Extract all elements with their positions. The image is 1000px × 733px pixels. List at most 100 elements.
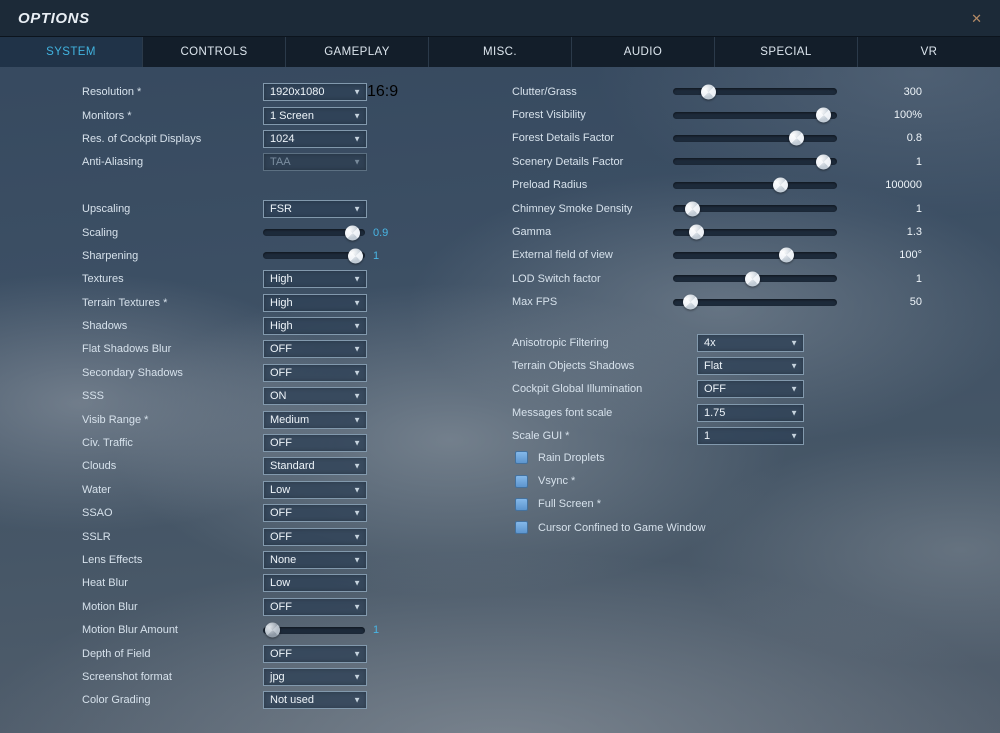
civ-traffic-dropdown[interactable]: OFF ▼: [263, 434, 367, 453]
heat-blur-dropdown[interactable]: Low ▼: [263, 574, 367, 593]
setting-row-anti-aliasing: Anti-Aliasing TAA ▼: [82, 151, 502, 174]
lens-effects-dropdown[interactable]: None ▼: [263, 551, 367, 569]
depth-of-field-dropdown[interactable]: OFF ▼: [263, 644, 367, 663]
res-of-cockpit-displays-dropdown[interactable]: 1024 ▼: [263, 129, 367, 148]
forest-visibility-slider[interactable]: [673, 107, 837, 123]
sslr-dropdown[interactable]: OFF ▼: [263, 527, 367, 546]
chevron-down-icon: ▼: [790, 338, 798, 348]
scaling-slider[interactable]: [263, 225, 365, 241]
secondary-shadows-dropdown[interactable]: OFF ▼: [263, 363, 367, 382]
tab-system[interactable]: SYSTEM: [0, 37, 143, 67]
messages-font-scale-dropdown[interactable]: 1.75 ▼: [697, 403, 804, 422]
cockpit-global-illumination-dropdown[interactable]: OFF ▼: [697, 380, 804, 399]
external-field-of-view-value: 100°: [899, 249, 922, 262]
forest-details-factor-slider[interactable]: [673, 130, 837, 146]
tab-vr[interactable]: VR: [920, 46, 938, 58]
setting-row-textures: Textures High ▼: [82, 268, 502, 291]
monitors-dropdown[interactable]: 1 Screen ▼: [263, 106, 367, 125]
scenery-details-factor-slider-knob[interactable]: [816, 154, 832, 170]
chimney-smoke-density-slider-knob[interactable]: [684, 201, 700, 217]
tab-misc[interactable]: MISC.: [429, 37, 572, 67]
terrain-objects-shadows-dropdown-value: Flat: [704, 360, 723, 373]
clutter-grass-slider-knob[interactable]: [701, 84, 717, 100]
chimney-smoke-density-slider[interactable]: [673, 201, 837, 217]
motion-blur-amount-label: Motion Blur Amount: [82, 624, 178, 637]
max-fps-label: Max FPS: [512, 296, 558, 309]
scenery-details-factor-slider[interactable]: [673, 154, 837, 170]
civ-traffic-dropdown-value: OFF: [270, 437, 292, 450]
chevron-down-icon: ▼: [353, 649, 361, 659]
gamma-slider-knob[interactable]: [689, 224, 705, 240]
ssao-dropdown[interactable]: OFF ▼: [263, 504, 367, 523]
clutter-grass-slider[interactable]: [673, 84, 837, 100]
preload-radius-slider[interactable]: [673, 177, 837, 193]
max-fps-slider[interactable]: [673, 294, 837, 310]
anti-aliasing-dropdown-value: TAA: [270, 156, 291, 169]
setting-row-scaling: Scaling 0.9: [82, 221, 502, 244]
resolution-dropdown[interactable]: 1920x1080 ▼: [263, 83, 367, 102]
color-grading-dropdown[interactable]: Not used ▼: [263, 691, 367, 710]
lod-switch-factor-slider-knob[interactable]: [744, 271, 760, 287]
textures-dropdown-value: High: [270, 273, 293, 286]
external-field-of-view-slider[interactable]: [673, 247, 837, 263]
setting-row-secondary-shadows: Secondary Shadows OFF ▼: [82, 361, 502, 384]
tab-special[interactable]: SPECIAL: [715, 37, 858, 67]
water-dropdown[interactable]: Low ▼: [263, 480, 367, 499]
lod-switch-factor-value: 1: [915, 272, 922, 285]
setting-row-lens-effects: Lens Effects None ▼: [82, 548, 502, 571]
visib-range-dropdown[interactable]: Medium ▼: [263, 410, 367, 429]
scale-gui-dropdown[interactable]: 1 ▼: [697, 427, 804, 446]
setting-row-color-grading: Color Grading Not used ▼: [82, 689, 502, 712]
setting-row-chimney-smoke-density: Chimney Smoke Density 1: [512, 197, 928, 220]
vsync-checkbox[interactable]: [515, 474, 528, 488]
motion-blur-amount-slider-knob[interactable]: [264, 622, 280, 638]
terrain-objects-shadows-dropdown[interactable]: Flat ▼: [697, 357, 804, 376]
sslr-dropdown-value: OFF: [270, 530, 292, 543]
resolution-label: Resolution *: [82, 86, 142, 99]
cursor-confined-to-game-window-checkbox[interactable]: [515, 521, 528, 535]
setting-row-scale-gui: Scale GUI * 1 ▼: [512, 425, 928, 448]
shadows-dropdown[interactable]: High ▼: [263, 317, 367, 336]
max-fps-slider-knob[interactable]: [683, 294, 699, 310]
sslr-label: SSLR: [82, 530, 111, 543]
sss-label: SSS: [82, 390, 105, 403]
rain-droplets-checkbox[interactable]: [515, 451, 528, 465]
flat-shadows-blur-dropdown[interactable]: OFF ▼: [263, 340, 367, 359]
anisotropic-filtering-dropdown[interactable]: 4x ▼: [697, 333, 804, 352]
terrain-objects-shadows-label: Terrain Objects Shadows: [512, 360, 635, 373]
setting-row-depth-of-field: Depth of Field OFF ▼: [82, 642, 502, 665]
motion-blur-dropdown[interactable]: OFF ▼: [263, 597, 367, 616]
scaling-slider-knob[interactable]: [344, 225, 360, 241]
screenshot-format-dropdown[interactable]: jpg ▼: [263, 667, 367, 686]
anti-aliasing-label: Anti-Aliasing: [82, 156, 144, 169]
clouds-dropdown[interactable]: Standard ▼: [263, 457, 367, 476]
lod-switch-factor-slider[interactable]: [673, 271, 837, 287]
motion-blur-amount-slider[interactable]: [263, 622, 365, 638]
textures-dropdown[interactable]: High ▼: [263, 270, 367, 289]
chevron-down-icon: ▼: [353, 415, 361, 425]
shadows-dropdown-value: High: [270, 320, 293, 333]
upscaling-dropdown[interactable]: FSR ▼: [263, 200, 367, 219]
sharpening-slider[interactable]: [263, 248, 365, 264]
gamma-value: 1.3: [906, 226, 922, 239]
gamma-slider[interactable]: [673, 224, 837, 240]
preload-radius-slider-knob[interactable]: [772, 177, 788, 193]
sharpening-slider-knob[interactable]: [348, 248, 364, 264]
monitors-label: Monitors *: [82, 109, 132, 122]
terrain-textures-dropdown[interactable]: High ▼: [263, 293, 367, 312]
forest-visibility-slider-knob[interactable]: [816, 107, 832, 123]
title-bar: OPTIONS ✕: [0, 0, 1000, 37]
forest-details-factor-slider-knob[interactable]: [789, 130, 805, 146]
chevron-down-icon: ▼: [353, 602, 361, 612]
scenery-details-factor-label: Scenery Details Factor: [512, 155, 624, 168]
full-screen-checkbox[interactable]: [515, 497, 528, 511]
tab-gameplay[interactable]: GAMEPLAY: [286, 37, 429, 67]
tab-audio[interactable]: AUDIO: [572, 37, 715, 67]
tab-controls[interactable]: CONTROLS: [143, 37, 286, 67]
anti-aliasing-dropdown[interactable]: TAA ▼: [263, 153, 367, 172]
close-icon[interactable]: ✕: [971, 10, 982, 26]
external-field-of-view-slider-knob[interactable]: [778, 247, 794, 263]
shadows-label: Shadows: [82, 320, 128, 333]
sss-dropdown[interactable]: ON ▼: [263, 387, 367, 406]
sharpening-value: 1: [373, 249, 380, 262]
